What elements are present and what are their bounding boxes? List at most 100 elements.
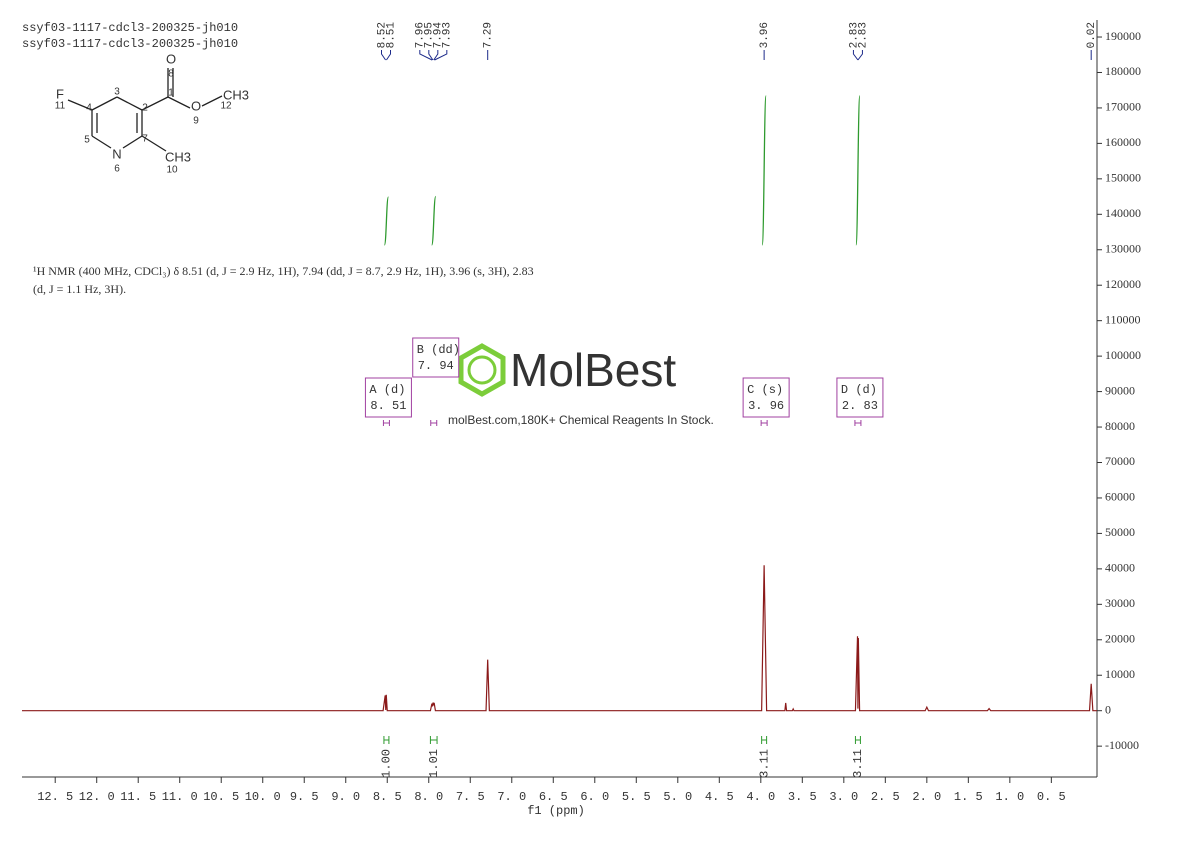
x-tick-label: 6. 5 [539, 790, 568, 804]
peak-connector [857, 50, 863, 61]
x-axis-label: f1 (ppm) [527, 804, 585, 818]
peak-label: 2.83 [848, 22, 860, 48]
integral-label: 1.01 [427, 749, 441, 778]
y-tick-label: 130000 [1105, 242, 1141, 256]
x-tick-label: 12. 0 [79, 790, 115, 804]
multiplet-name: D (d) [841, 383, 877, 397]
multiplet-marker [430, 420, 438, 426]
peak-connector [428, 50, 434, 61]
structure-atom: 10 [166, 165, 178, 176]
structure-atom: F [56, 86, 64, 101]
integral-range [429, 736, 438, 744]
x-tick-label: 4. 0 [746, 790, 775, 804]
peak-connector [386, 50, 392, 61]
x-tick-label: 5. 0 [663, 790, 692, 804]
x-tick-label: 0. 5 [1037, 790, 1066, 804]
integral-label: 3.11 [757, 749, 771, 778]
y-tick-label: 160000 [1105, 135, 1141, 149]
y-tick-label: 170000 [1105, 100, 1141, 114]
y-tick-label: 180000 [1105, 64, 1141, 78]
structure-atom: O [191, 98, 201, 113]
multiplet-shift: 7. 94 [418, 359, 454, 373]
structure-atom: 1 [168, 88, 174, 99]
multiplet-name: B (dd) [417, 343, 460, 357]
x-tick-label: 4. 5 [705, 790, 734, 804]
multiplet-shift: 8. 51 [370, 399, 406, 413]
integral-curve [761, 95, 767, 246]
x-tick-label: 9. 5 [290, 790, 319, 804]
multiplet-marker [854, 420, 862, 426]
peak-connector [433, 50, 439, 61]
watermark-brand: MolBest [510, 344, 676, 396]
spectrum-line [22, 565, 1097, 712]
structure-atom: 2 [142, 103, 148, 114]
x-tick-label: 5. 5 [622, 790, 651, 804]
multiplet-marker [760, 420, 768, 426]
y-tick-label: 190000 [1105, 29, 1141, 43]
structure-atom: 9 [193, 116, 199, 127]
x-tick-label: 9. 0 [331, 790, 360, 804]
multiplet-box [742, 377, 790, 418]
x-tick-label: 2. 5 [871, 790, 900, 804]
y-tick-label: 30000 [1105, 596, 1135, 610]
structure-atom: 11 [55, 101, 66, 112]
y-tick-label: 140000 [1105, 206, 1141, 220]
peak-connector [852, 50, 859, 61]
structure-atom: 12 [220, 101, 232, 112]
structure-atom: N [112, 146, 121, 161]
multiplet-shift: 3. 96 [748, 399, 784, 413]
x-tick-label: 3. 0 [829, 790, 858, 804]
annotation: (d, J = 1.1 Hz, 3H). [33, 282, 126, 296]
peak-label: 7.96 [415, 22, 427, 48]
y-tick-label: 0 [1105, 702, 1111, 716]
peak-label: 8.51 [385, 22, 397, 49]
x-tick-label: 3. 5 [788, 790, 817, 804]
structure-atom: 3 [114, 87, 120, 98]
structure-atom: 8 [168, 69, 174, 80]
y-tick-label: 100000 [1105, 348, 1141, 362]
x-tick-label: 11. 5 [120, 790, 156, 804]
multiplet-shift: 2. 83 [842, 399, 878, 413]
multiplet-box [836, 377, 884, 418]
y-tick-label: -10000 [1105, 738, 1139, 752]
integral-range [761, 736, 768, 744]
x-tick-label: 10. 5 [203, 790, 239, 804]
x-tick-label: 8. 0 [414, 790, 443, 804]
multiplet-name: A (d) [369, 383, 405, 397]
peak-connector [419, 50, 433, 61]
structure-atom: O [166, 51, 176, 66]
x-tick-label: 12. 5 [37, 790, 73, 804]
x-tick-label: 1. 5 [954, 790, 983, 804]
structure-atom: CH3 [165, 149, 191, 164]
peak-label: 7.95 [424, 22, 436, 48]
integral-range [383, 736, 390, 744]
integral-label: 3.11 [851, 749, 865, 778]
y-tick-label: 120000 [1105, 277, 1141, 291]
header-line: ssyf03-1117-cdcl3-200325-jh010 [22, 37, 238, 51]
x-tick-label: 8. 5 [373, 790, 402, 804]
structure-bonds [67, 68, 223, 152]
peak-label: 8.52 [376, 22, 388, 48]
integral-curve [383, 196, 390, 246]
y-tick-label: 60000 [1105, 490, 1135, 504]
x-tick-label: 7. 0 [497, 790, 526, 804]
header-line: ssyf03-1117-cdcl3-200325-jh010 [22, 21, 238, 35]
peak-label: 2.83 [857, 22, 869, 48]
peak-connector [381, 50, 387, 61]
annotation: ¹H NMR (400 MHz, CDCl₃) δ 8.51 (d, J = 2… [33, 264, 534, 278]
watermark-tagline: molBest.com,180K+ Chemical Reagents In S… [448, 413, 714, 427]
peak-label: 7.93 [442, 22, 454, 48]
peak-label: 0.02 [1086, 22, 1098, 48]
y-tick-label: 10000 [1105, 667, 1135, 681]
x-tick-label: 6. 0 [580, 790, 609, 804]
x-tick-label: 10. 0 [245, 790, 281, 804]
peak-label: 7.94 [433, 22, 445, 49]
y-tick-label: 40000 [1105, 561, 1135, 575]
multiplet-box [412, 337, 460, 378]
y-tick-label: 150000 [1105, 171, 1141, 185]
structure-atom: 4 [86, 103, 92, 114]
multiplet-box [364, 377, 412, 418]
x-tick-label: 11. 0 [162, 790, 198, 804]
y-tick-label: 20000 [1105, 632, 1135, 646]
